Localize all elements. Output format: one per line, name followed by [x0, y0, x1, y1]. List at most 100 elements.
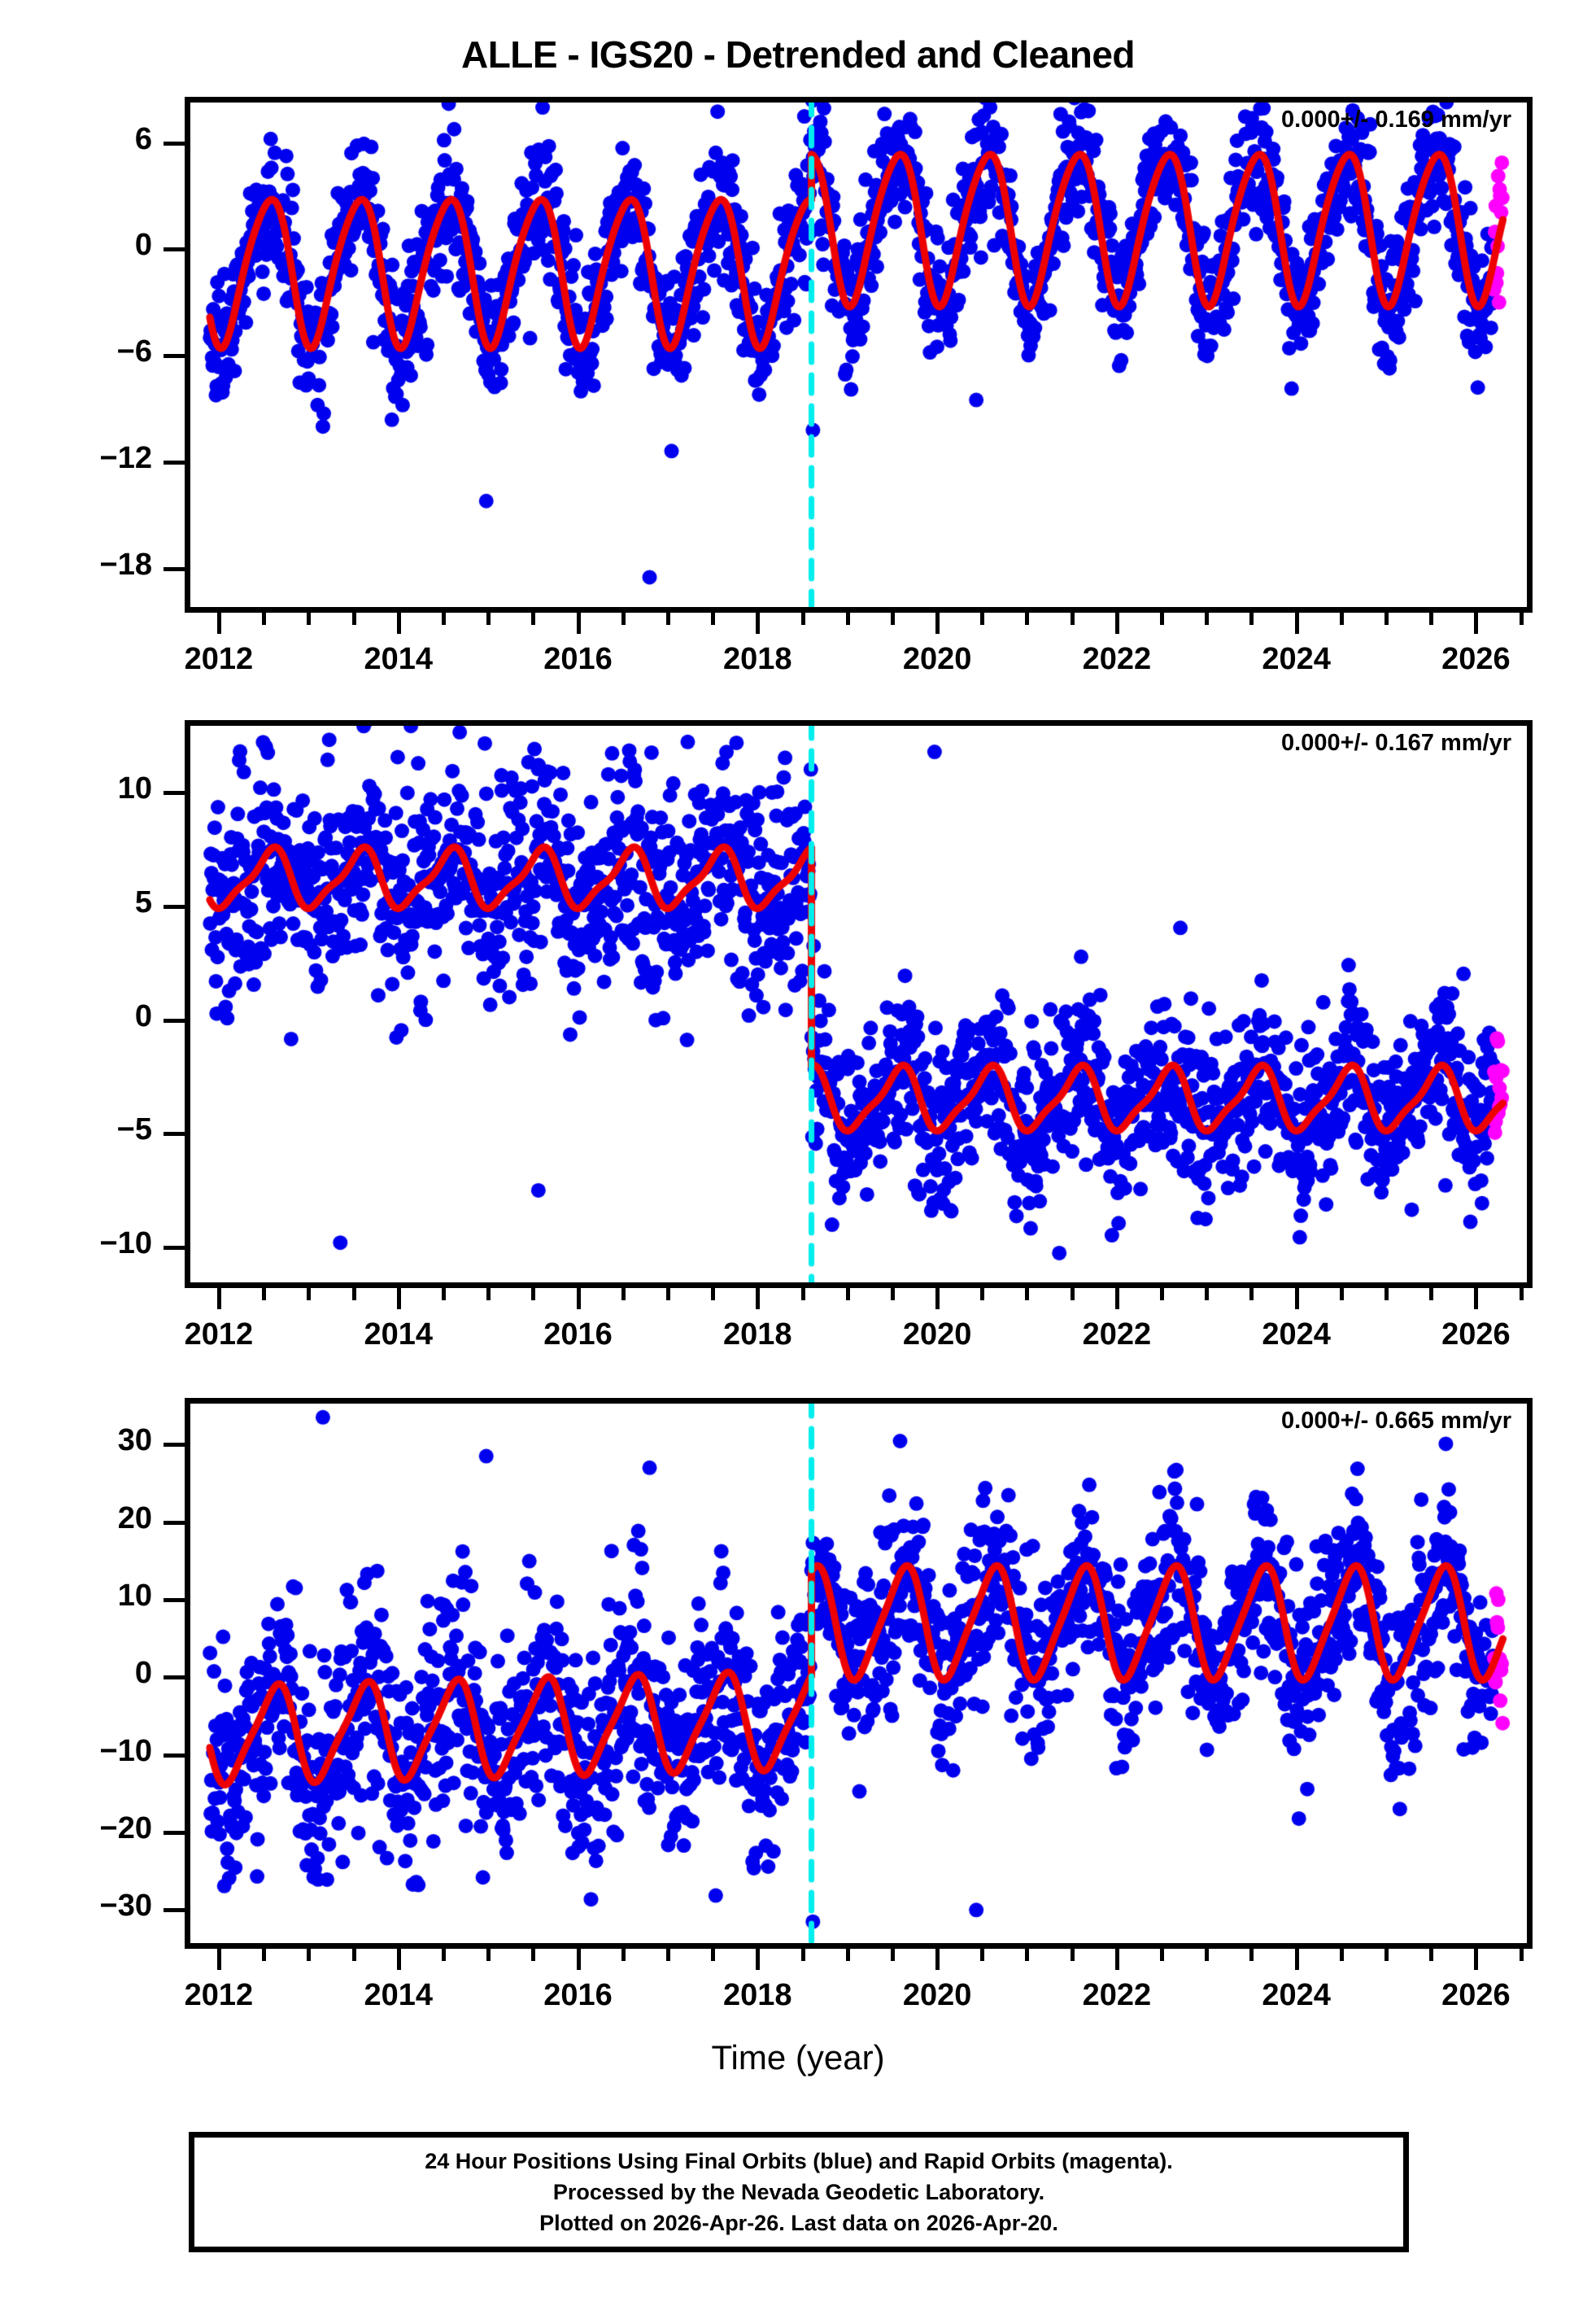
x-tick-mark-minor — [890, 613, 895, 625]
x-tick-mark-minor — [1070, 613, 1075, 625]
y-tick-label: 0 — [134, 1656, 152, 1691]
caption-box: 24 Hour Positions Using Final Orbits (bl… — [189, 2132, 1409, 2252]
x-tick-mark-major — [1474, 613, 1479, 634]
x-tick-mark-minor — [665, 1288, 670, 1300]
x-tick-mark-minor — [1429, 1288, 1434, 1300]
x-tick-label: 2026 — [1441, 1978, 1511, 2012]
x-tick-mark-minor — [890, 1949, 895, 1961]
y-tick-mark — [164, 1443, 185, 1448]
panel-north: 0.000+/- 0.167 mm/yr — [185, 720, 1533, 1288]
x-tick-mark-minor — [1339, 613, 1344, 625]
x-tick-mark-minor — [1339, 1288, 1344, 1300]
x-tick-mark-minor — [1160, 1949, 1165, 1961]
x-tick-mark-minor — [621, 613, 626, 625]
caption-line-1: 24 Hour Positions Using Final Orbits (bl… — [425, 2148, 1173, 2173]
x-tick-mark-minor — [1519, 1949, 1524, 1961]
x-tick-label: 2018 — [723, 1317, 792, 1352]
y-tick-mark — [164, 354, 185, 359]
x-tick-mark-minor — [800, 613, 805, 625]
x-tick-mark-minor — [1385, 1949, 1389, 1961]
x-tick-mark-minor — [307, 1949, 312, 1961]
x-tick-mark-major — [216, 1288, 221, 1309]
y-tick-mark — [164, 1597, 185, 1602]
x-tick-mark-major — [1474, 1288, 1479, 1309]
x-tick-mark-minor — [441, 613, 446, 625]
y-tick-label: 30 — [117, 1423, 152, 1458]
y-tick-label: 0 — [134, 998, 152, 1033]
y-tick-mark — [164, 1908, 185, 1913]
x-tick-mark-minor — [1025, 1288, 1030, 1300]
y-tick-mark — [164, 1018, 185, 1023]
x-tick-mark-major — [576, 1288, 581, 1309]
x-tick-mark-minor — [1519, 613, 1524, 625]
x-tick-mark-minor — [307, 613, 312, 625]
x-tick-mark-minor — [845, 1949, 850, 1961]
x-tick-label: 2020 — [902, 1317, 972, 1352]
x-tick-label: 2020 — [902, 1978, 972, 2012]
x-tick-mark-minor — [621, 1288, 626, 1300]
x-tick-mark-minor — [441, 1949, 446, 1961]
x-tick-mark-major — [396, 1288, 401, 1309]
x-tick-label: 2016 — [543, 1978, 613, 2012]
x-tick-mark-minor — [307, 1288, 312, 1300]
y-tick-label: −30 — [99, 1889, 152, 1924]
x-tick-mark-minor — [665, 613, 670, 625]
x-tick-label: 2014 — [364, 1317, 433, 1352]
x-tick-mark-major — [1114, 1949, 1119, 1970]
x-tick-mark-minor — [1025, 1949, 1030, 1961]
rate-label-up: 0.000+/- 0.665 mm/yr — [1281, 1408, 1511, 1434]
x-tick-mark-minor — [1205, 613, 1210, 625]
x-tick-mark-major — [756, 1288, 761, 1309]
y-tick-label: 20 — [117, 1500, 152, 1535]
x-tick-mark-minor — [351, 1288, 356, 1300]
scatter-canvas-east — [185, 97, 1533, 613]
y-tick-mark — [164, 1245, 185, 1250]
x-tick-mark-minor — [1249, 613, 1254, 625]
x-tick-label: 2024 — [1262, 1317, 1331, 1352]
x-tick-mark-major — [1294, 1288, 1299, 1309]
x-tick-label: 2018 — [723, 642, 792, 676]
x-tick-mark-minor — [980, 1288, 985, 1300]
x-tick-mark-major — [1114, 613, 1119, 634]
x-tick-mark-minor — [262, 613, 267, 625]
x-tick-label: 2022 — [1082, 1317, 1152, 1352]
y-tick-label: −20 — [99, 1810, 152, 1845]
x-tick-mark-minor — [1339, 1949, 1344, 1961]
x-tick-label: 2012 — [184, 1317, 254, 1352]
x-tick-mark-major — [935, 1949, 940, 1970]
x-tick-mark-minor — [531, 1288, 536, 1300]
y-tick-mark — [164, 791, 185, 796]
x-tick-mark-major — [1294, 1949, 1299, 1970]
panel-east: 0.000+/- 0.169 mm/yr — [185, 97, 1533, 613]
x-tick-mark-minor — [980, 613, 985, 625]
x-tick-mark-minor — [531, 613, 536, 625]
y-tick-label: 6 — [134, 121, 152, 156]
x-tick-mark-major — [216, 613, 221, 634]
x-tick-mark-minor — [845, 1288, 850, 1300]
x-tick-mark-major — [1294, 613, 1299, 634]
y-tick-label: 10 — [117, 771, 152, 806]
x-tick-label: 2012 — [184, 1978, 254, 2012]
x-tick-mark-minor — [441, 1288, 446, 1300]
x-tick-label: 2026 — [1441, 1317, 1511, 1352]
x-tick-mark-minor — [1385, 613, 1389, 625]
scatter-canvas-up — [185, 1398, 1533, 1949]
x-tick-mark-minor — [1070, 1949, 1075, 1961]
x-tick-label: 2014 — [364, 642, 433, 676]
y-tick-mark — [164, 141, 185, 146]
scatter-canvas-north — [185, 720, 1533, 1288]
x-tick-label: 2016 — [543, 642, 613, 676]
y-tick-mark — [164, 247, 185, 252]
x-tick-mark-minor — [711, 613, 716, 625]
x-tick-mark-minor — [531, 1949, 536, 1961]
y-tick-label: 10 — [117, 1578, 152, 1613]
y-tick-mark — [164, 566, 185, 571]
x-tick-mark-minor — [800, 1288, 805, 1300]
y-tick-mark — [164, 1830, 185, 1835]
y-tick-label: −10 — [99, 1225, 152, 1260]
x-tick-mark-major — [1474, 1949, 1479, 1970]
x-tick-label: 2020 — [902, 642, 972, 676]
x-tick-mark-minor — [486, 1288, 491, 1300]
x-tick-mark-major — [1114, 1288, 1119, 1309]
